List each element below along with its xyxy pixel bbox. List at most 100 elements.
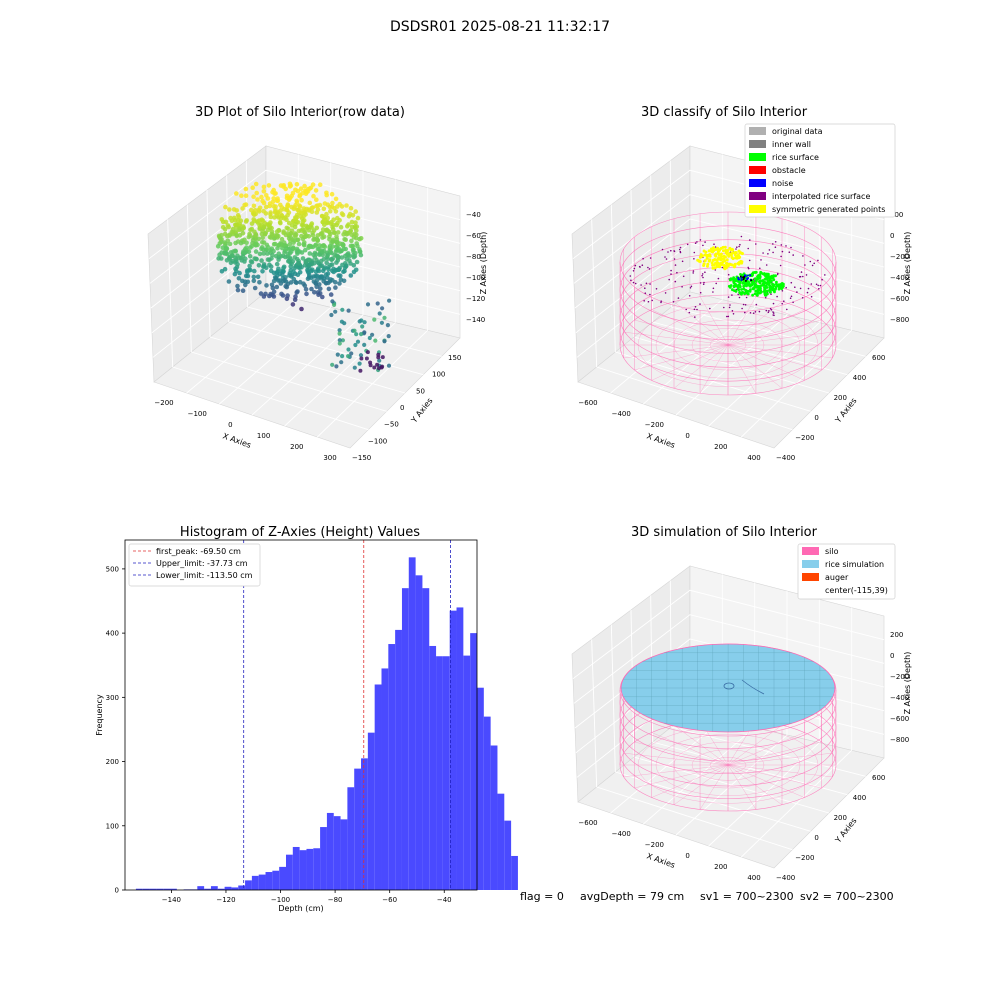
interp-point <box>702 276 704 279</box>
interp-point <box>785 286 787 289</box>
data-point <box>382 339 387 344</box>
interp-point <box>667 251 669 253</box>
data-point <box>320 274 325 280</box>
histogram-bar <box>163 888 171 890</box>
data-point <box>375 301 380 306</box>
data-point <box>325 253 330 259</box>
z-tick-label: −60 <box>466 232 481 240</box>
interp-point <box>765 309 768 312</box>
interp-point <box>780 244 783 246</box>
histogram-bar <box>361 758 368 890</box>
data-point <box>316 292 321 298</box>
rice-surface-points <box>727 270 785 297</box>
data-point <box>261 208 266 214</box>
data-point <box>318 286 323 292</box>
data-point <box>354 224 360 229</box>
data-point <box>310 205 316 210</box>
interp-point <box>670 273 672 275</box>
legend-label: obstacle <box>772 166 806 175</box>
data-point <box>332 230 337 235</box>
silo-floor-ring <box>691 749 765 781</box>
x-tick-label: −600 <box>578 399 597 407</box>
raw-data-title: 3D Plot of Silo Interior(row data) <box>195 105 405 120</box>
data-point <box>297 192 303 198</box>
data-point <box>313 188 319 193</box>
rice-surface-point <box>752 286 756 290</box>
histogram-bar <box>197 886 205 890</box>
z-tick-label: 0 <box>890 232 894 240</box>
rice-surface-point <box>740 288 743 291</box>
interp-point <box>702 283 705 286</box>
silo-floor-ring <box>691 328 765 362</box>
interp-point <box>686 243 689 246</box>
interp-point <box>786 308 788 311</box>
data-point <box>346 214 352 219</box>
interp-point <box>643 300 645 302</box>
histogram-bar <box>149 888 157 890</box>
data-point <box>339 360 344 365</box>
data-point <box>313 251 319 257</box>
symmetric-point <box>707 249 711 253</box>
data-point <box>275 196 280 201</box>
data-point <box>330 224 335 230</box>
interp-point <box>677 297 680 299</box>
y-tick-label: 100 <box>106 822 119 830</box>
data-point <box>347 253 352 259</box>
data-point <box>286 236 292 241</box>
data-point <box>288 280 294 285</box>
data-point <box>215 244 221 249</box>
data-point <box>229 253 235 258</box>
symmetric-point <box>699 253 703 257</box>
symmetric-point <box>726 264 730 268</box>
histogram-bar <box>299 850 307 890</box>
classify-legend: original data inner wall rice surface obsta… <box>744 123 896 218</box>
rice-surface-point <box>728 286 732 289</box>
histogram-title: Histogram of Z-Axies (Height) Values <box>180 525 420 540</box>
data-point <box>276 215 281 220</box>
interp-point <box>655 288 658 290</box>
data-point <box>292 224 298 230</box>
data-point <box>307 251 313 256</box>
symmetric-point <box>703 253 707 257</box>
interp-point <box>779 264 782 267</box>
data-point <box>355 339 361 344</box>
data-point <box>261 251 267 256</box>
data-point <box>380 355 385 360</box>
x-tick-label: −400 <box>612 410 631 418</box>
interp-point <box>688 311 691 314</box>
interp-point <box>664 292 667 294</box>
data-point <box>387 298 392 303</box>
data-point <box>290 302 296 307</box>
data-point <box>225 223 231 228</box>
data-point <box>324 260 330 266</box>
histogram-bar <box>251 875 259 890</box>
data-point <box>320 294 325 300</box>
data-point <box>281 184 286 189</box>
noise-point <box>742 276 745 279</box>
data-point <box>260 235 266 241</box>
data-point <box>237 221 243 227</box>
data-point <box>353 342 358 348</box>
data-point <box>266 223 272 228</box>
symmetric-point <box>729 253 733 257</box>
data-point <box>227 241 233 247</box>
data-point <box>286 220 292 226</box>
data-point <box>357 236 362 242</box>
data-point <box>273 191 278 196</box>
avg-depth-text: avgDepth = 79 cm <box>580 890 684 903</box>
legend-frame <box>744 123 896 218</box>
legend-swatch <box>802 560 819 568</box>
symmetric-point <box>703 259 707 263</box>
data-point <box>276 257 281 262</box>
data-point <box>222 251 227 256</box>
interp-point <box>738 245 740 248</box>
data-point <box>311 193 316 199</box>
rice-mesh <box>621 644 835 732</box>
data-point <box>379 365 384 370</box>
data-point <box>335 220 340 226</box>
histogram-ylabel: Frequency <box>95 694 104 736</box>
interp-point <box>781 302 783 305</box>
data-point <box>302 247 308 253</box>
interp-point <box>810 295 813 298</box>
data-point <box>348 273 354 278</box>
